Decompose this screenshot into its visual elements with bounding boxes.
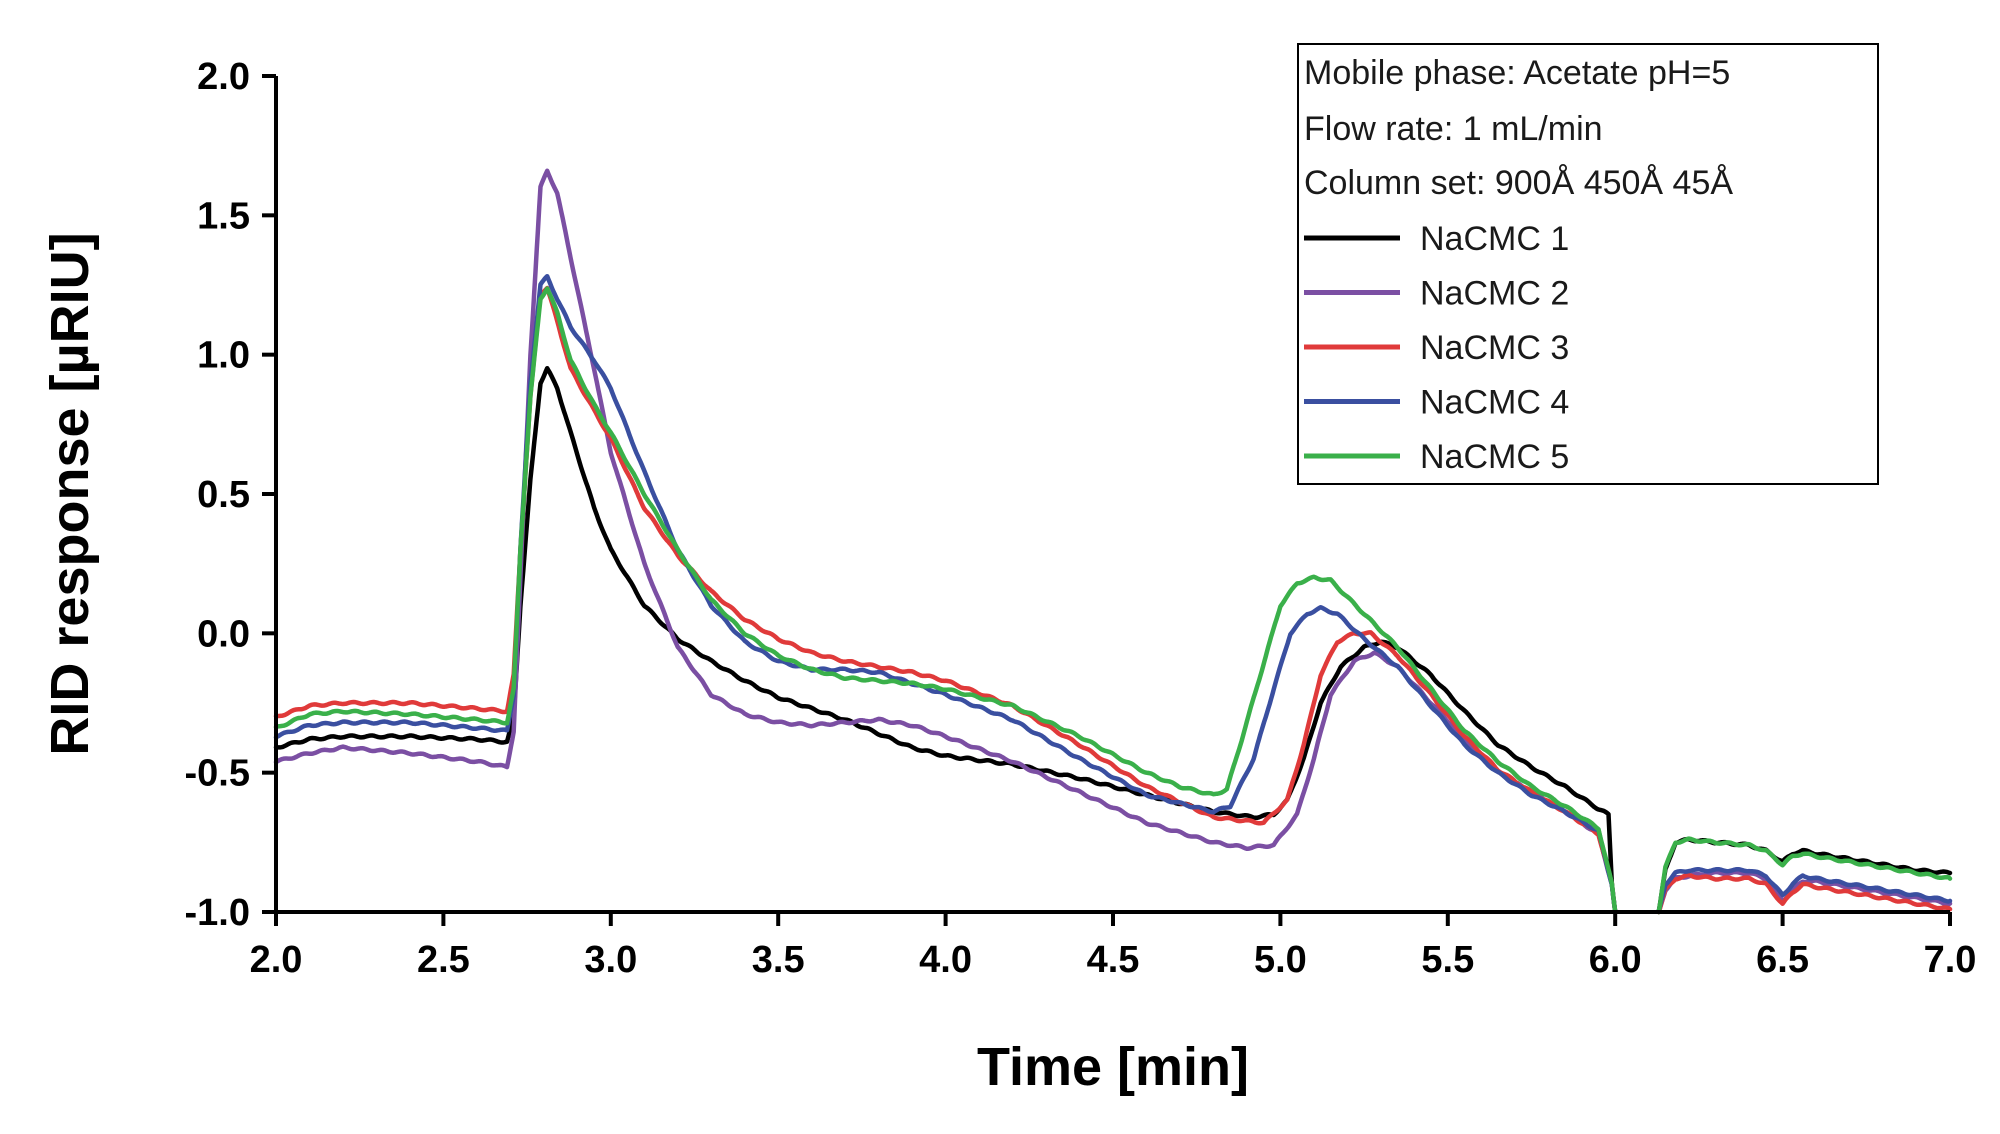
annotation-flow-rate: Flow rate: 1 mL/min xyxy=(1304,110,1603,148)
x-tick-label: 6.5 xyxy=(1756,939,1809,981)
series-line-tail-4 xyxy=(1656,866,1953,914)
legend-label: NaCMC 4 xyxy=(1420,384,1569,422)
x-tick-label: 3.0 xyxy=(584,939,637,981)
y-tick-label: 1.5 xyxy=(197,195,250,237)
y-ticks: -1.0 -0.5 0.0 0.5 1.0 1.5 2.0 xyxy=(185,56,276,934)
x-tick-label: 7.0 xyxy=(1924,939,1977,981)
legend: Mobile phase: Acetate pH=5 Flow rate: 1 … xyxy=(1297,43,1879,485)
y-tick-label: -0.5 xyxy=(185,753,250,795)
x-tick-label: 4.0 xyxy=(919,939,972,981)
legend-label: NaCMC 5 xyxy=(1420,438,1569,476)
y-axis-title: RID response [µRIU] xyxy=(40,232,100,755)
annotation-mobile-phase: Mobile phase: Acetate pH=5 xyxy=(1304,54,1730,92)
x-tick-label: 4.5 xyxy=(1087,939,1140,981)
x-tick-label: 2.0 xyxy=(250,939,303,981)
x-tick-label: 2.5 xyxy=(417,939,470,981)
x-axis-title: Time [min] xyxy=(977,1037,1249,1097)
series-line-tail-3 xyxy=(1656,872,1953,915)
legend-box xyxy=(1297,43,1879,485)
x-tick-label: 3.5 xyxy=(752,939,805,981)
series-line-1 xyxy=(273,365,1618,915)
plot-series xyxy=(273,168,1953,915)
y-tick-label: 1.0 xyxy=(197,335,250,377)
legend-items: NaCMC 1 NaCMC 2 NaCMC 3 NaCMC 4 NaCMC 5 xyxy=(1304,220,1569,476)
x-ticks: 2.0 2.5 3.0 3.5 4.0 4.5 5.0 5.5 6.0 6.5 7.0 xyxy=(250,912,1977,981)
legend-label: NaCMC 1 xyxy=(1420,220,1569,258)
y-tick-label: 0.5 xyxy=(197,474,250,516)
series-line-5 xyxy=(273,286,1618,915)
annotation-column-set: Column set: 900Å 450Å 45Å xyxy=(1304,164,1733,202)
x-tick-label: 5.0 xyxy=(1254,939,1307,981)
series-line-3 xyxy=(273,285,1618,915)
legend-label: NaCMC 3 xyxy=(1420,329,1569,367)
x-tick-label: 6.0 xyxy=(1589,939,1642,981)
series-line-4 xyxy=(273,273,1618,915)
series-line-tail-5 xyxy=(1656,836,1953,915)
y-tick-label: 0.0 xyxy=(197,613,250,655)
legend-label: NaCMC 2 xyxy=(1420,275,1569,313)
x-tick-label: 5.5 xyxy=(1421,939,1474,981)
y-tick-label: -1.0 xyxy=(185,892,250,934)
y-tick-label: 2.0 xyxy=(197,56,250,98)
